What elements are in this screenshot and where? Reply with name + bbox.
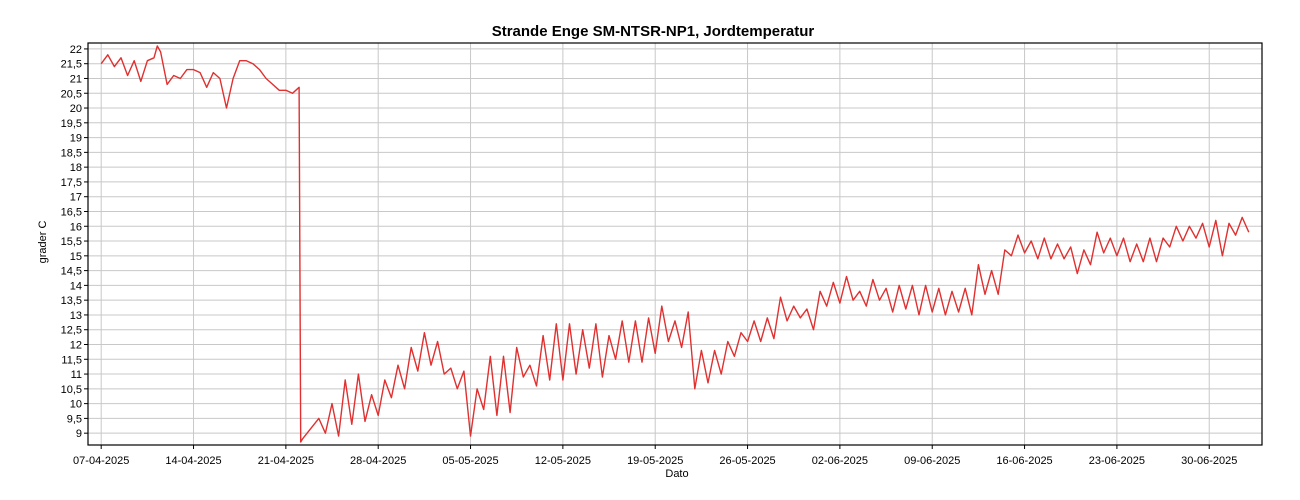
chart-title: Strande Enge SM-NTSR-NP1, Jordtemperatur	[492, 23, 815, 40]
y-tick-label: 22	[70, 44, 82, 56]
y-tick-label: 10	[70, 399, 82, 411]
y-tick-label: 17	[70, 192, 82, 204]
y-tick-label: 11	[71, 369, 82, 381]
y-tick-label: 13,5	[61, 295, 82, 307]
y-tick-label: 14	[70, 280, 82, 292]
y-tick-label: 20,5	[61, 88, 82, 100]
series-line	[100, 45, 1250, 443]
y-tick-label: 14,5	[61, 266, 82, 278]
y-tick-label: 18,5	[61, 147, 82, 159]
x-tick-label: 09-06-2025	[904, 455, 960, 467]
y-tick-label: 18	[70, 162, 82, 174]
y-tick-label: 12,5	[61, 325, 82, 337]
x-tick-label: 26-05-2025	[719, 455, 775, 467]
x-tick-label: 21-04-2025	[258, 455, 314, 467]
y-axis: 22 21,5 21 20,5 20 19,5 19 18,5 18 17,5 17 16,5 16 15…	[61, 44, 88, 440]
x-tick-label: 23-06-2025	[1089, 455, 1145, 467]
y-tick-label: 15	[70, 251, 82, 263]
y-tick-label: 21,5	[61, 59, 82, 71]
y-tick-label: 15,5	[61, 236, 82, 248]
y-tick-label: 16	[70, 221, 82, 233]
y-tick-label: 12	[70, 340, 82, 352]
y-tick-label: 10,5	[61, 384, 82, 396]
x-tick-label: 05-05-2025	[442, 455, 498, 467]
x-tick-label: 07-04-2025	[73, 455, 129, 467]
x-tick-label: 12-05-2025	[535, 455, 591, 467]
x-axis-label: Dato	[665, 468, 688, 480]
plot-frame	[87, 42, 1263, 446]
y-tick-label: 19,5	[61, 118, 82, 130]
y-tick-label: 11,5	[61, 354, 82, 366]
grid	[88, 43, 1262, 445]
y-tick-label: 20	[70, 103, 82, 115]
x-tick-label: 02-06-2025	[812, 455, 868, 467]
y-tick-label: 13	[70, 310, 82, 322]
y-tick-label: 17,5	[61, 177, 82, 189]
y-axis-label: grader C	[37, 221, 49, 264]
x-tick-label: 19-05-2025	[627, 455, 683, 467]
x-tick-label: 16-06-2025	[996, 455, 1052, 467]
y-tick-label: 19	[70, 133, 82, 145]
series-layer	[100, 45, 1250, 443]
x-tick-label: 14-04-2025	[165, 455, 221, 467]
x-axis: 07-04-2025 14-04-2025 21-04-2025 28-04-2025…	[73, 445, 1237, 467]
x-tick-label: 28-04-2025	[350, 455, 406, 467]
y-tick-label: 16,5	[61, 206, 82, 218]
y-tick-label: 21	[70, 73, 82, 85]
x-tick-label: 30-06-2025	[1181, 455, 1237, 467]
y-tick-label: 9,5	[67, 413, 82, 425]
y-tick-label: 9	[76, 428, 82, 440]
